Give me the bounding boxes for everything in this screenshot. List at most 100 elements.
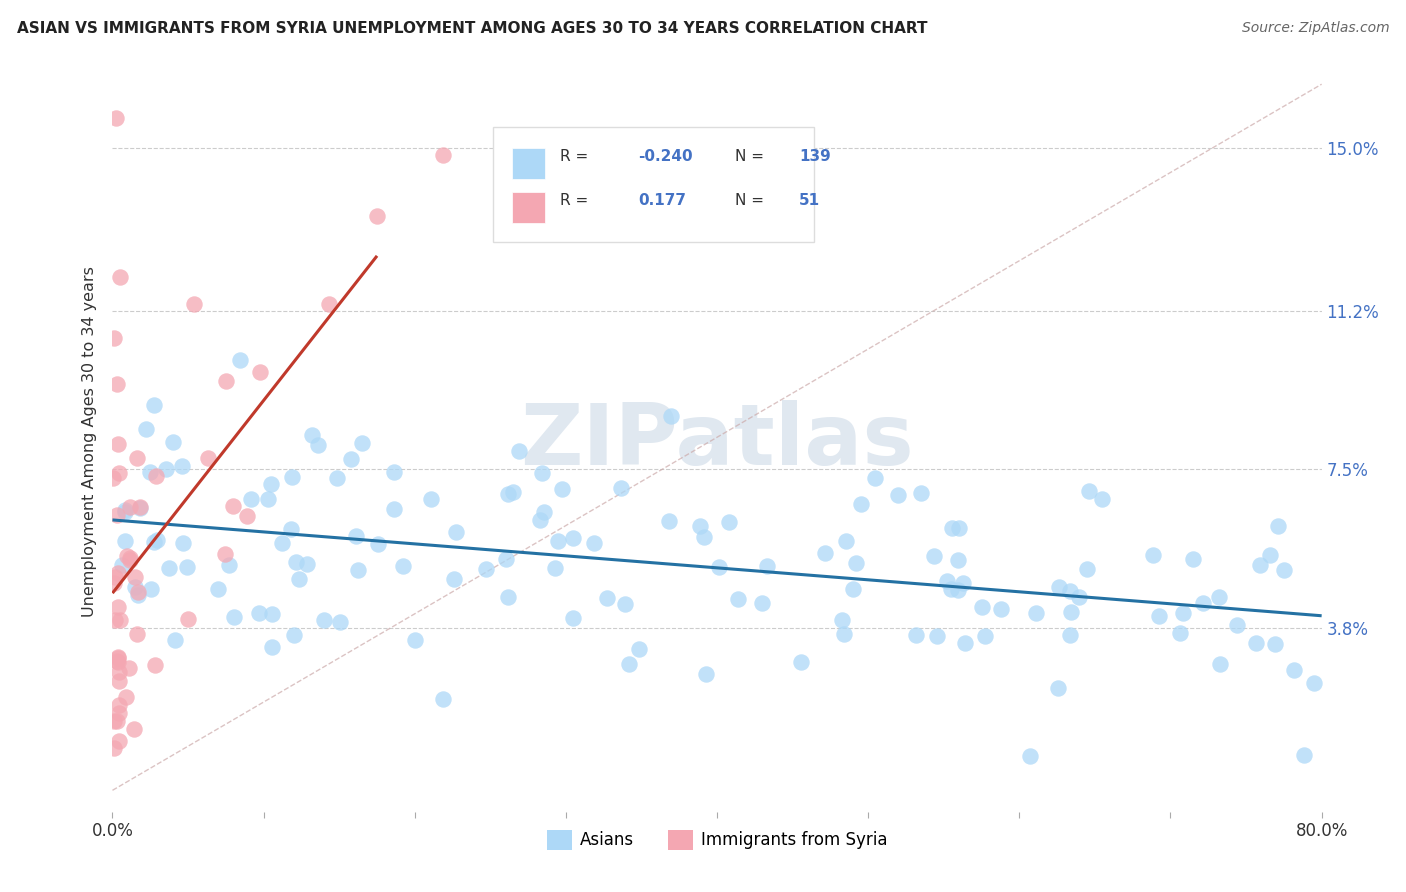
Point: [222, 499, 245, 513]
Point: [1258, 549, 1281, 563]
Point: [619, 657, 641, 672]
Point: [443, 572, 465, 586]
Point: [531, 466, 554, 480]
Point: [1282, 663, 1305, 677]
Point: [114, 690, 136, 705]
Point: [1209, 657, 1232, 671]
Point: [475, 562, 498, 576]
Point: [610, 481, 633, 495]
Point: [1018, 749, 1040, 764]
Point: [105, 376, 128, 391]
Point: [155, 462, 177, 476]
Text: R =: R =: [560, 194, 593, 209]
Point: [114, 505, 136, 519]
Point: [124, 570, 146, 584]
Point: [307, 438, 329, 452]
Point: [727, 592, 749, 607]
Point: [1303, 676, 1326, 690]
Point: [260, 476, 283, 491]
Point: [329, 615, 352, 629]
Point: [419, 491, 441, 506]
Point: [143, 534, 166, 549]
Point: [1059, 583, 1081, 598]
Point: [832, 627, 855, 641]
Point: [382, 465, 405, 479]
Text: ZIPatlas: ZIPatlas: [520, 400, 914, 483]
Point: [127, 585, 149, 599]
Point: [314, 614, 336, 628]
Point: [235, 508, 257, 523]
Point: [849, 497, 872, 511]
Point: [432, 147, 454, 161]
Point: [176, 559, 198, 574]
Point: [1244, 636, 1267, 650]
Point: [955, 636, 977, 650]
Point: [547, 534, 569, 549]
Point: [139, 465, 162, 479]
Point: [562, 531, 585, 545]
Bar: [512, 147, 546, 178]
Point: [561, 611, 583, 625]
Point: [260, 607, 283, 621]
Bar: [494, 127, 814, 242]
Point: [318, 296, 340, 310]
Point: [108, 466, 131, 480]
Point: [692, 530, 714, 544]
Point: [163, 633, 186, 648]
Point: [845, 557, 868, 571]
Point: [288, 572, 311, 586]
Point: [352, 436, 374, 450]
Point: [404, 633, 426, 648]
Legend: Asians, Immigrants from Syria: Asians, Immigrants from Syria: [540, 823, 894, 856]
Point: [718, 515, 741, 529]
Point: [103, 471, 125, 485]
Point: [952, 575, 974, 590]
Point: [105, 714, 128, 728]
Point: [910, 486, 932, 500]
Point: [936, 574, 959, 588]
Bar: [512, 192, 546, 223]
Point: [127, 450, 149, 465]
Point: [104, 613, 127, 627]
Point: [239, 491, 262, 506]
Point: [444, 524, 467, 539]
Point: [214, 548, 236, 562]
Point: [927, 629, 949, 643]
Text: 0.177: 0.177: [638, 194, 686, 209]
Text: Source: ZipAtlas.com: Source: ZipAtlas.com: [1241, 21, 1389, 36]
Point: [544, 561, 567, 575]
Point: [139, 582, 162, 597]
Point: [108, 613, 131, 627]
Point: [1192, 596, 1215, 610]
Point: [129, 500, 152, 514]
Point: [280, 522, 302, 536]
Point: [118, 553, 141, 567]
Text: ASIAN VS IMMIGRANTS FROM SYRIA UNEMPLOYMENT AMONG AGES 30 TO 34 YEARS CORRELATIO: ASIAN VS IMMIGRANTS FROM SYRIA UNEMPLOYM…: [17, 21, 928, 37]
Point: [103, 740, 125, 755]
Point: [249, 365, 271, 379]
Y-axis label: Unemployment Among Ages 30 to 34 years: Unemployment Among Ages 30 to 34 years: [82, 266, 97, 617]
Point: [1170, 626, 1192, 640]
Point: [107, 656, 129, 670]
Point: [1264, 636, 1286, 650]
Point: [1171, 606, 1194, 620]
Point: [281, 469, 304, 483]
Point: [1059, 628, 1081, 642]
Point: [127, 588, 149, 602]
Point: [105, 508, 128, 523]
Point: [835, 534, 858, 549]
Point: [1226, 618, 1249, 632]
Point: [270, 536, 292, 550]
Point: [382, 502, 405, 516]
Point: [496, 590, 519, 604]
Point: [124, 580, 146, 594]
Point: [948, 521, 970, 535]
Point: [496, 486, 519, 500]
Point: [162, 435, 184, 450]
Point: [1025, 606, 1047, 620]
Point: [107, 734, 129, 748]
Point: [751, 596, 773, 610]
Point: [366, 210, 388, 224]
Point: [887, 488, 910, 502]
Point: [658, 514, 681, 528]
